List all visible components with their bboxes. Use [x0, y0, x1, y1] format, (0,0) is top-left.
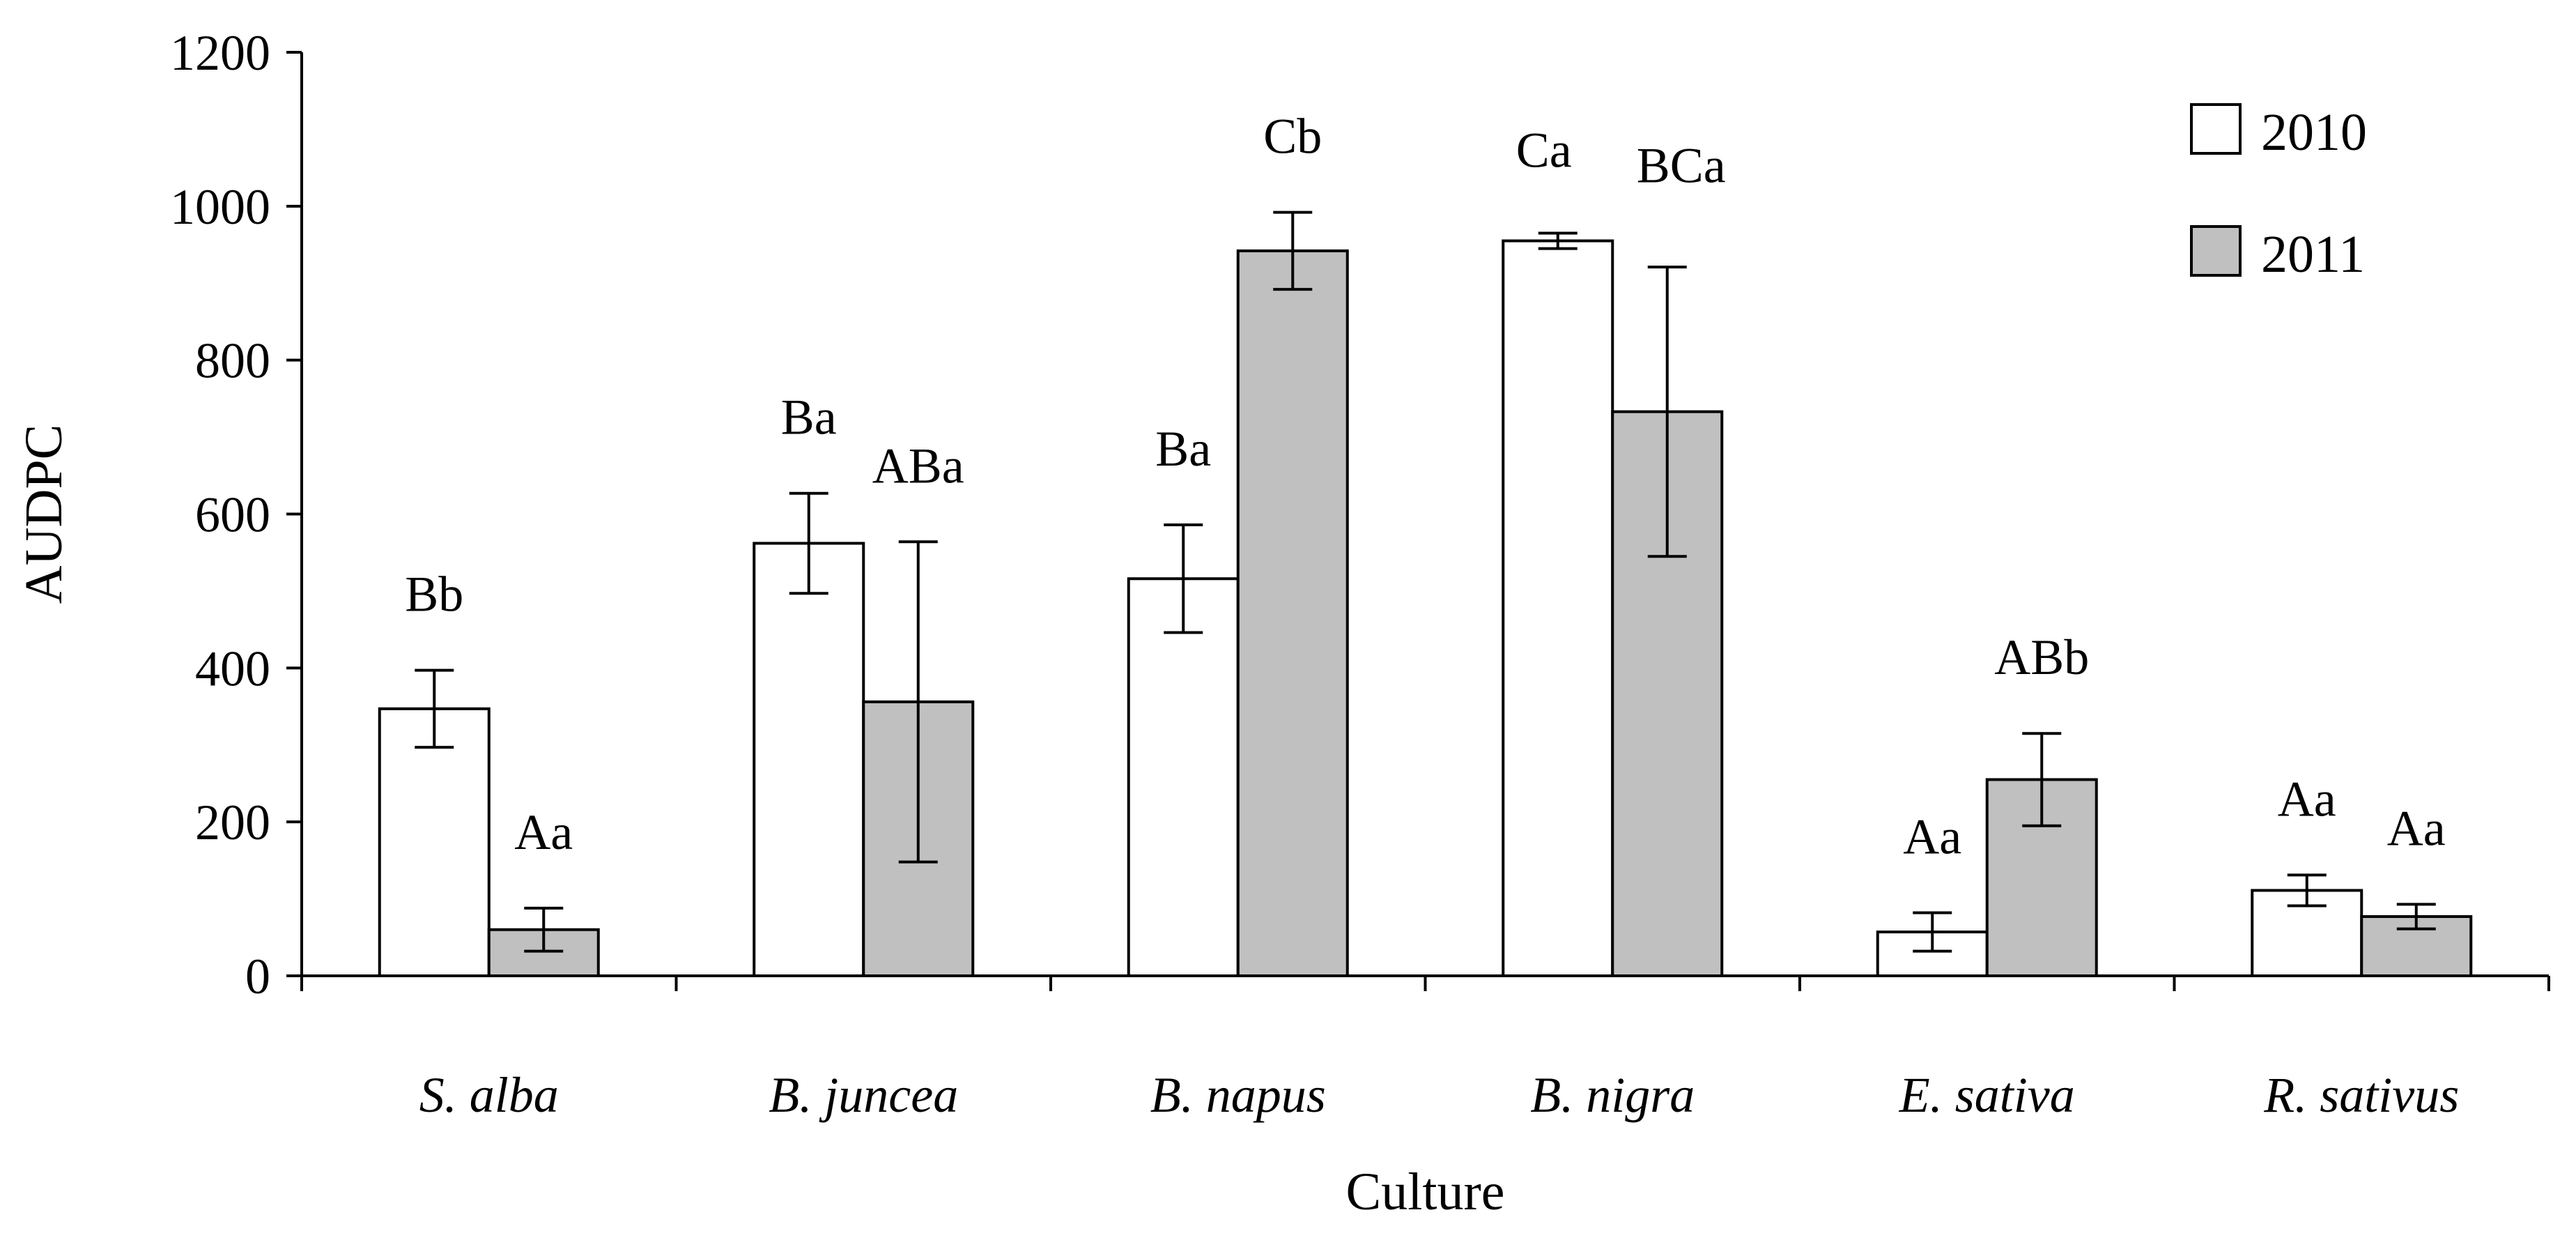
error-bar — [898, 540, 938, 864]
bar-2010 — [753, 542, 865, 977]
x-axis-title: Culture — [1346, 1163, 1505, 1221]
category-label: B. juncea — [769, 1067, 958, 1123]
error-bar — [524, 906, 564, 953]
significance-label: ABb — [1994, 629, 2089, 685]
error-bar — [1647, 266, 1687, 558]
significance-label: Ca — [1516, 122, 1572, 178]
y-tick-label: 400 — [195, 641, 270, 696]
category-label: B. napus — [1150, 1067, 1326, 1123]
bar-2010 — [378, 707, 491, 978]
x-axis: S. alba B. juncea B. napus B. nigra E. sativ… — [300, 974, 2550, 1123]
error-bar — [2022, 732, 2062, 827]
bar-2010 — [1502, 239, 1614, 977]
y-tick-label: 1000 — [170, 179, 270, 235]
y-axis-title: AUDPC — [15, 424, 73, 604]
y-tick-label: 600 — [195, 487, 270, 543]
legend-label: 2011 — [2261, 225, 2365, 284]
y-tick-label: 200 — [195, 795, 270, 850]
legend-item-2010: 2010 — [2190, 103, 2367, 162]
bar-2010 — [1876, 931, 1989, 977]
error-bar — [1913, 911, 1952, 953]
significance-label: Ba — [1155, 421, 1211, 477]
legend: 2010 2011 — [2190, 103, 2367, 284]
y-tick-label: 1200 — [170, 25, 270, 81]
significance-label: BCa — [1637, 137, 1726, 193]
error-bars — [415, 211, 2436, 953]
error-bar — [2287, 873, 2327, 908]
significance-label: Ba — [781, 390, 837, 445]
legend-item-2011: 2011 — [2190, 225, 2365, 284]
y-tick-label: 0 — [245, 949, 270, 1004]
error-bar — [1538, 231, 1578, 250]
y-tick-label: 800 — [195, 333, 270, 389]
significance-labels: Bb Ba Ba Ca Aa Aa Aa ABa Cb BCa ABb Aa — [405, 109, 2445, 865]
bar-2011 — [1236, 249, 1349, 977]
significance-label: Aa — [1903, 809, 1961, 864]
error-bar — [415, 668, 454, 749]
error-bar — [1273, 211, 1313, 291]
significance-label: Aa — [514, 804, 573, 860]
bar-2011 — [487, 928, 600, 977]
significance-label: ABa — [872, 438, 964, 493]
category-label: B. nigra — [1530, 1067, 1695, 1123]
legend-swatch — [2190, 225, 2242, 277]
error-bar — [789, 491, 828, 595]
y-axis: 0 200 400 600 800 1000 1200 — [170, 25, 303, 1004]
error-bar — [2396, 903, 2436, 931]
category-label: R. sativus — [2263, 1067, 2459, 1123]
error-bar — [1164, 523, 1203, 634]
legend-swatch — [2190, 103, 2242, 155]
bar-2010 — [1127, 577, 1240, 977]
significance-label: Cb — [1263, 109, 1322, 164]
legend-label: 2010 — [2261, 103, 2367, 162]
significance-label: Bb — [405, 567, 463, 622]
category-label: E. sativa — [1899, 1067, 2075, 1123]
significance-label: Aa — [2278, 771, 2336, 827]
significance-label: Aa — [2387, 800, 2446, 856]
category-label: S. alba — [419, 1067, 559, 1123]
bars — [378, 239, 2473, 978]
